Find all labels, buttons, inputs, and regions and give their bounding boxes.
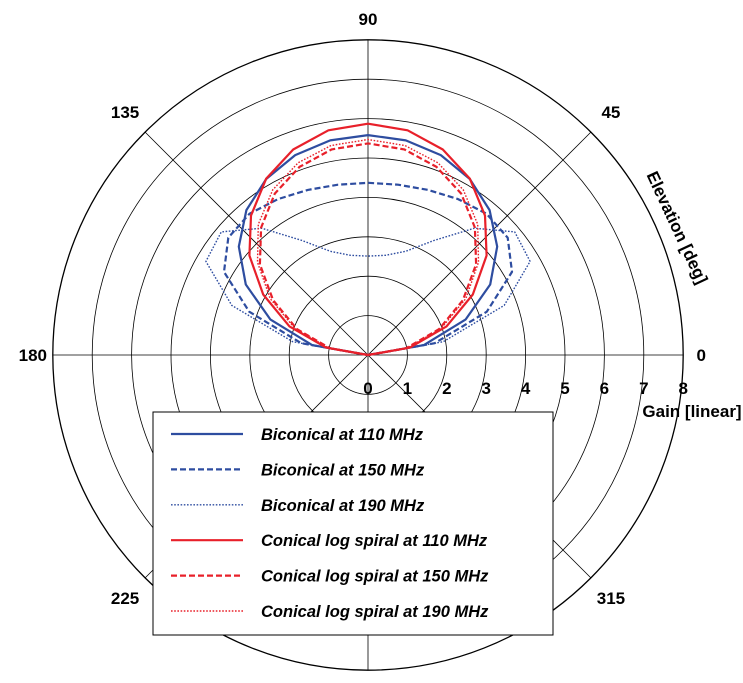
angle-tick-label: 0 [696,346,705,365]
series-line [222,181,514,357]
angle-tick-label: 315 [597,589,625,608]
legend-label: Biconical at 190 MHz [261,497,425,515]
radial-tick-label: 0 [363,379,372,398]
legend-label: Conical log spiral at 150 MHz [261,568,489,586]
series-line [205,227,531,356]
spoke-line [144,131,369,356]
angle-tick-label: 45 [601,103,620,122]
radial-tick-label: 6 [600,379,609,398]
angle-tick-label: 135 [111,103,139,122]
series-line [248,122,488,357]
series-line [256,138,480,356]
tick-labels: 04590135180225270315012345678 [19,10,706,608]
legend-label: Conical log spiral at 110 MHz [261,532,488,550]
series-line [258,142,478,357]
legend-label: Biconical at 150 MHz [261,461,425,479]
angular-axis-label: Elevation [deg] [643,168,712,286]
angle-tick-label: 225 [111,589,139,608]
radial-tick-label: 3 [481,379,490,398]
radial-tick-label: 8 [678,379,687,398]
spoke-line [367,131,592,356]
series-line [237,134,499,357]
radial-tick-label: 4 [521,379,531,398]
radial-tick-label: 1 [403,379,412,398]
angle-tick-label: 180 [19,346,47,365]
legend: Biconical at 110 MHz Biconical at 150 MHz… [152,411,554,636]
series-lines [205,122,531,357]
radial-tick-label: 5 [560,379,569,398]
radial-tick-label: 7 [639,379,648,398]
radial-tick-label: 2 [442,379,451,398]
legend-label: Biconical at 110 MHz [261,426,424,444]
angle-tick-label: 90 [359,10,378,29]
legend-box [152,411,554,636]
legend-label: Conical log spiral at 190 MHz [261,603,489,621]
radial-axis-label: Gain [linear] [642,402,741,421]
